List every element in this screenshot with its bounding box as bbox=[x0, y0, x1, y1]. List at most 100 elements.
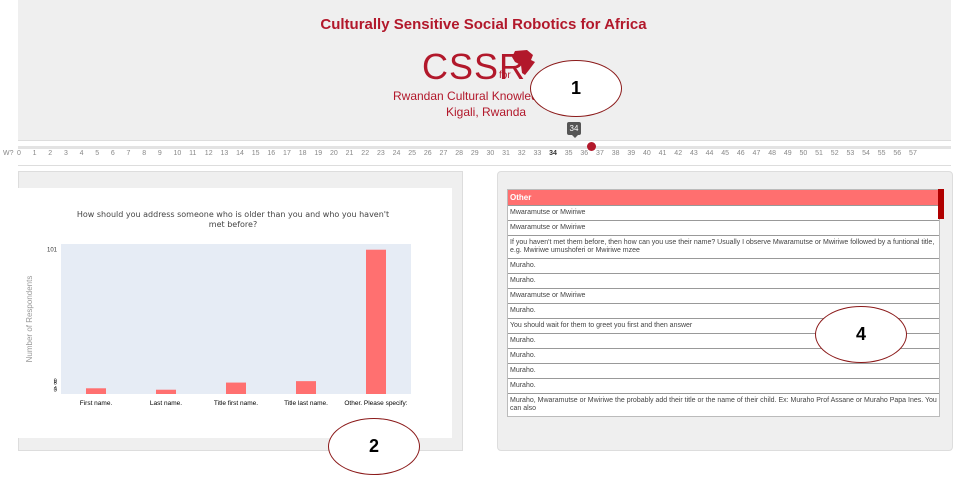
slider-tick-54: 54 bbox=[862, 150, 870, 157]
x-tick-label: First name. bbox=[80, 400, 113, 407]
slider-tick-17: 17 bbox=[283, 150, 291, 157]
slider-tick-55: 55 bbox=[877, 150, 886, 157]
slider-tick-24: 24 bbox=[392, 150, 401, 157]
slider-tick-7: 7 bbox=[126, 150, 131, 157]
table-scrollbar[interactable] bbox=[938, 189, 944, 219]
chart-title-line2: met before? bbox=[209, 220, 257, 229]
slider-tick-31: 31 bbox=[502, 150, 510, 157]
slider-tick-11: 11 bbox=[189, 150, 197, 157]
subtitle-line2: Kigali, Rwanda bbox=[446, 105, 527, 119]
slider-handle[interactable] bbox=[587, 142, 596, 151]
y-tick-label: 3 bbox=[54, 388, 58, 394]
slider-tick-50: 50 bbox=[799, 150, 808, 157]
x-tick-label: Other. Please specify: bbox=[344, 400, 407, 407]
slider-tick-2: 2 bbox=[48, 150, 53, 157]
slider-tick-5: 5 bbox=[95, 150, 100, 157]
responses-table[interactable]: Other Mwaramutse or Mwiriwe Mwaramutse or… bbox=[507, 189, 940, 417]
table-header: Other bbox=[508, 190, 939, 205]
bar-5 bbox=[366, 249, 386, 394]
slider-tick-19: 19 bbox=[314, 150, 323, 157]
table-row: Muraho. bbox=[508, 273, 939, 288]
subtitle-line1: Rwandan Cultural Knowledge bbox=[393, 89, 552, 103]
year-slider[interactable] bbox=[18, 140, 951, 166]
slider-tick-20: 20 bbox=[330, 150, 338, 157]
slider-tick-53: 53 bbox=[846, 150, 855, 157]
table-row: Mwaramutse or Mwiriwe bbox=[508, 288, 939, 303]
slider-tick-12: 12 bbox=[204, 150, 213, 157]
slider-tick-26: 26 bbox=[423, 150, 432, 157]
slider-tick-22: 22 bbox=[361, 150, 370, 157]
slider-tick-8: 8 bbox=[142, 150, 147, 157]
slider-tick-46: 46 bbox=[736, 150, 745, 157]
x-tick-label: Title first name. bbox=[214, 400, 258, 407]
slider-tick-14: 14 bbox=[236, 150, 244, 157]
slider-tick-49: 49 bbox=[783, 150, 792, 157]
slider-tick-41: 41 bbox=[658, 150, 667, 157]
slider-tick-0: 0 bbox=[17, 150, 21, 157]
x-tick-label: Last name. bbox=[150, 400, 182, 407]
bar-1 bbox=[86, 388, 106, 394]
table-row: Muraho. bbox=[508, 333, 939, 348]
slider-tick-39: 39 bbox=[627, 150, 636, 157]
table-row: Muraho. bbox=[508, 348, 939, 363]
slider-tick-44: 44 bbox=[705, 150, 714, 157]
slider-tick-34: 34 bbox=[549, 150, 557, 157]
slider-tick-37: 37 bbox=[596, 150, 604, 157]
bar-chart: How should you address someone who is ol… bbox=[25, 210, 411, 407]
slider-tick-28: 28 bbox=[455, 150, 463, 157]
slider-tick-25: 25 bbox=[408, 150, 417, 157]
plot-area bbox=[61, 244, 411, 394]
slider-tick-48: 48 bbox=[768, 150, 776, 157]
slider-tick-57: 57 bbox=[909, 150, 917, 157]
slider-tick-9: 9 bbox=[157, 150, 162, 157]
slider-tick-30: 30 bbox=[486, 150, 495, 157]
slider-tick-43: 43 bbox=[689, 150, 698, 157]
slider-tick-33: 33 bbox=[533, 150, 542, 157]
table-row: You should wait for them to greet you fi… bbox=[508, 318, 939, 333]
header-panel bbox=[18, 0, 951, 140]
slider-tick-3: 3 bbox=[63, 150, 68, 157]
table-row: Muraho. bbox=[508, 378, 939, 393]
bar-2 bbox=[156, 389, 176, 394]
slider-tick-16: 16 bbox=[267, 150, 276, 157]
slider-tick-1: 1 bbox=[32, 150, 37, 157]
logo-for-text: for bbox=[499, 70, 511, 81]
callout-4: 4 bbox=[815, 306, 907, 363]
slider-tick-32: 32 bbox=[517, 150, 526, 157]
slider-tick-27: 27 bbox=[439, 150, 448, 157]
slider-track[interactable] bbox=[18, 146, 951, 149]
y-tick-label: 4 bbox=[54, 386, 58, 392]
y-tick-label: 8 bbox=[54, 381, 58, 387]
slider-tick-18: 18 bbox=[298, 150, 307, 157]
table-row: Mwaramutse or Mwiriwe bbox=[508, 220, 939, 235]
bar-4 bbox=[296, 381, 316, 394]
slider-tick-40: 40 bbox=[643, 150, 651, 157]
slider-tick-4: 4 bbox=[79, 150, 84, 157]
slider-tick-21: 21 bbox=[345, 150, 354, 157]
y-axis-label: Number of Respondents bbox=[25, 276, 34, 363]
slider-tick-6: 6 bbox=[110, 150, 115, 157]
table-row: If you haven't met them before, then how… bbox=[508, 235, 939, 258]
slider-tick-23: 23 bbox=[376, 150, 385, 157]
slider-tick-38: 38 bbox=[611, 150, 620, 157]
y-tick-label: 101 bbox=[47, 248, 58, 254]
table-row: Muraho. bbox=[508, 303, 939, 318]
chart-card: How should you address someone who is ol… bbox=[18, 188, 452, 438]
chart-title-line1: How should you address someone who is ol… bbox=[77, 210, 389, 219]
bar-3 bbox=[226, 382, 246, 394]
africa-map-icon bbox=[512, 50, 535, 75]
slider-tick-45: 45 bbox=[721, 150, 730, 157]
slider-tick-13: 13 bbox=[220, 150, 229, 157]
slider-tick-10: 10 bbox=[173, 150, 182, 157]
slider-tick-labels: W? 0 1 2 3 4 5 6 7 8 9 10 11 12 13 14 15 16 17 18 19 20 21 22 23… bbox=[0, 150, 967, 162]
slider-tick-29: 29 bbox=[470, 150, 479, 157]
table-row: Mwaramutse or Mwiriwe bbox=[508, 205, 939, 220]
slider-tick-51: 51 bbox=[815, 150, 823, 157]
y-tick-label: 9 bbox=[54, 379, 58, 385]
cssr-logo: CSSR bbox=[422, 46, 527, 87]
x-tick-label: Title last name. bbox=[284, 400, 328, 407]
slider-tick-47: 47 bbox=[752, 150, 761, 157]
slider-tick-35: 35 bbox=[564, 150, 573, 157]
callout-2: 2 bbox=[328, 418, 420, 475]
page-title: Culturally Sensitive Social Robotics for… bbox=[320, 16, 647, 33]
